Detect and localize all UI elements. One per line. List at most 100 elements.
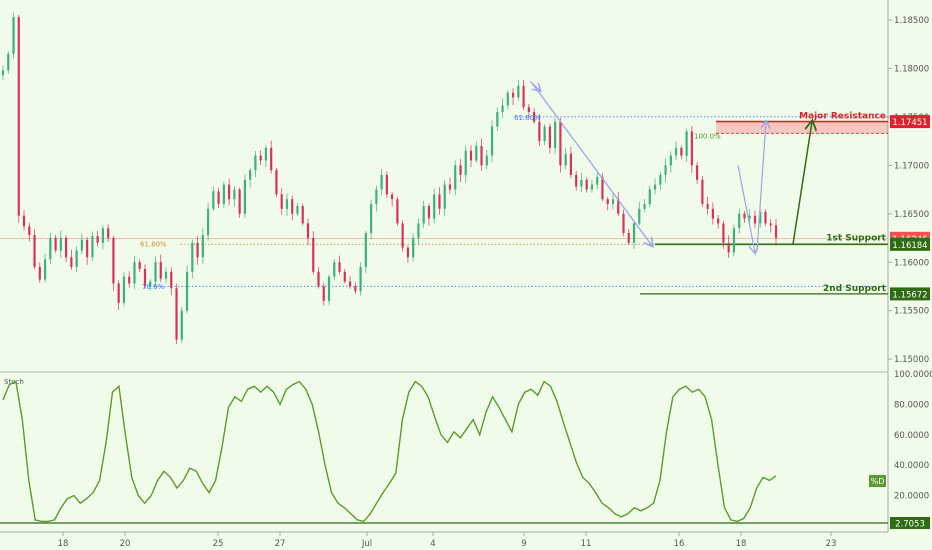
candle-body bbox=[49, 237, 52, 260]
candle-body bbox=[122, 276, 126, 303]
swing-arrow-down bbox=[737, 165, 755, 252]
candle-body bbox=[86, 239, 89, 258]
candle-body bbox=[117, 283, 120, 303]
candle-body bbox=[433, 194, 436, 219]
candle-body bbox=[233, 189, 236, 200]
candle-body bbox=[496, 112, 499, 127]
candle-body bbox=[22, 215, 26, 227]
candle-body bbox=[385, 174, 388, 195]
swing-arrow-up bbox=[756, 122, 766, 251]
time-axis: 18 20 25 27 Jul 4 9 11 16 18 23 bbox=[58, 532, 836, 549]
time-tick-label: 16 bbox=[674, 539, 685, 549]
candle-body bbox=[175, 288, 178, 340]
candle-body bbox=[43, 259, 47, 280]
candle-body bbox=[364, 233, 367, 267]
stoch-value-badge bbox=[890, 517, 930, 529]
candle-body bbox=[459, 165, 462, 175]
candle-body bbox=[475, 145, 478, 161]
time-tick-label: Jul bbox=[361, 539, 372, 549]
candle-body bbox=[443, 184, 446, 209]
candle-body bbox=[375, 189, 378, 205]
candle-body bbox=[380, 174, 383, 190]
candle-body bbox=[396, 199, 399, 224]
candle-body bbox=[469, 150, 473, 161]
candle-body bbox=[774, 225, 778, 238]
candle-body bbox=[538, 121, 541, 142]
candle-body bbox=[680, 147, 683, 156]
candle-body bbox=[196, 242, 199, 258]
candle-body bbox=[480, 145, 483, 166]
candle-body bbox=[112, 237, 115, 284]
candle-body bbox=[143, 268, 147, 287]
candle-body bbox=[412, 237, 415, 258]
candle-body bbox=[759, 211, 762, 224]
stoch-tick-label: 100.0000 bbox=[894, 370, 932, 380]
candle-body bbox=[506, 92, 509, 106]
candle-body bbox=[696, 165, 699, 180]
candle-body bbox=[627, 233, 630, 243]
time-tick-label: 20 bbox=[120, 539, 131, 549]
candle-body bbox=[690, 131, 693, 166]
candle-body bbox=[664, 165, 667, 175]
time-tick-label: 4 bbox=[430, 539, 435, 549]
price-badge-first-support bbox=[890, 237, 930, 251]
candle-body bbox=[569, 153, 573, 175]
candle-body bbox=[107, 228, 110, 238]
candle-body bbox=[80, 239, 83, 251]
candle-body bbox=[70, 257, 73, 267]
candle-body bbox=[243, 179, 246, 214]
candle-body bbox=[653, 184, 657, 190]
candle-body bbox=[764, 211, 767, 224]
candle-body bbox=[317, 271, 320, 287]
price-badge-major-resistance bbox=[890, 115, 930, 129]
stoch-tick-label: 40.0000 bbox=[894, 461, 929, 471]
price-tick-label: 1.16500 bbox=[894, 210, 929, 220]
candle-body bbox=[17, 17, 20, 216]
candle-body bbox=[222, 184, 225, 205]
candle-body bbox=[580, 179, 583, 187]
time-tick-label: 25 bbox=[213, 539, 224, 549]
candle-body bbox=[7, 53, 10, 71]
candle-body bbox=[212, 191, 215, 209]
candle-body bbox=[648, 189, 651, 205]
candle-body bbox=[490, 126, 494, 156]
candle-body bbox=[554, 121, 557, 148]
candle-body bbox=[632, 223, 636, 243]
candle-body bbox=[301, 205, 304, 224]
candle-body bbox=[322, 286, 325, 301]
stoch-d-label: %D bbox=[871, 477, 885, 486]
swing-arrow-top bbox=[529, 80, 540, 91]
candle-body bbox=[511, 92, 515, 98]
candle-body bbox=[717, 218, 720, 224]
price-tick-label: 1.15000 bbox=[894, 355, 929, 365]
stoch-value-label: 2.7053 bbox=[895, 520, 925, 530]
candle-body bbox=[96, 235, 99, 243]
candle-body bbox=[312, 237, 315, 272]
stoch-axis: 100.0000 80.0000 60.0000 40.0000 20.0000 bbox=[894, 370, 932, 502]
candle-body bbox=[1, 70, 5, 76]
second-support-label: 2nd Support bbox=[823, 284, 887, 294]
candle-body bbox=[659, 174, 662, 185]
candle-body bbox=[701, 179, 704, 205]
fib-618-top-label: 61.80% bbox=[514, 114, 541, 122]
candle-body bbox=[133, 262, 136, 284]
candle-body bbox=[338, 262, 341, 272]
price-tick-label: 1.16000 bbox=[894, 258, 929, 268]
candle-body bbox=[753, 215, 757, 224]
candle-body bbox=[596, 176, 599, 185]
candle-body bbox=[706, 204, 709, 209]
candle-body bbox=[559, 121, 562, 166]
candle-body bbox=[343, 271, 346, 282]
candle-body bbox=[285, 199, 289, 209]
candle-body bbox=[12, 17, 15, 54]
candle-body bbox=[391, 194, 394, 200]
candle-body bbox=[259, 155, 262, 161]
candle-body bbox=[180, 310, 183, 340]
projection-arrows bbox=[529, 80, 812, 252]
candle-body bbox=[333, 262, 336, 277]
candle-body bbox=[533, 112, 536, 122]
fib-618-label: 61.80% bbox=[140, 240, 167, 248]
candle-body bbox=[522, 85, 525, 108]
